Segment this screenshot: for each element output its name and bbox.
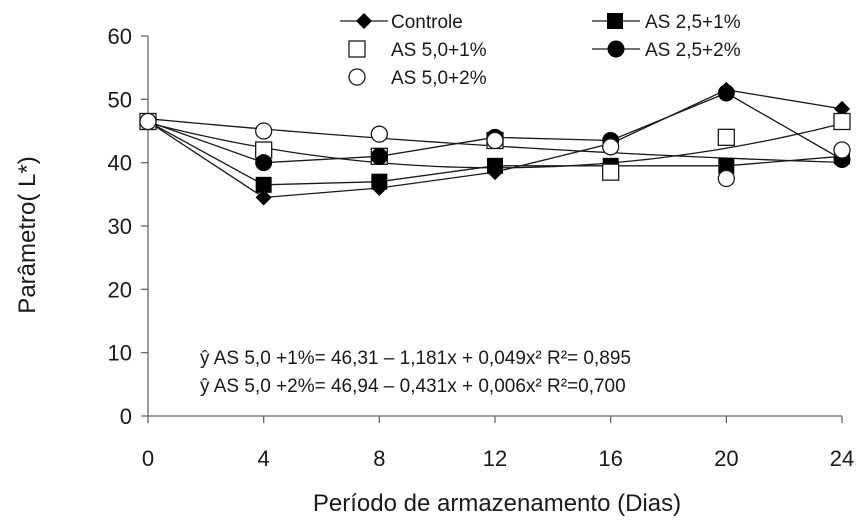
diamond-marker-icon <box>356 13 372 29</box>
data-point <box>370 125 388 143</box>
y-tick-label: 40 <box>108 151 132 176</box>
data-point <box>718 157 735 174</box>
legend-entry-as-2-5-1: AS 2,5+1% <box>592 12 741 33</box>
series-markers <box>139 81 851 206</box>
y-tick-label: 60 <box>108 24 132 49</box>
data-point <box>833 141 851 159</box>
x-tick-label: 0 <box>142 446 154 471</box>
data-point <box>255 176 272 193</box>
y-axis-ticks: 0 10 20 30 40 50 60 <box>108 24 148 429</box>
x-tick-label: 8 <box>373 446 385 471</box>
data-point <box>602 138 620 156</box>
data-point <box>487 157 503 174</box>
equation-annotation-1: ŷ AS 5,0 +1%= 46,31 – 1,181x + 0,049x² R… <box>200 348 631 369</box>
filled-square-marker-icon <box>607 13 623 29</box>
data-point <box>717 84 735 102</box>
legend-label: Controle <box>391 12 463 33</box>
data-point <box>370 147 388 165</box>
legend-label: AS 5,0+2% <box>391 68 487 89</box>
data-point <box>255 122 273 140</box>
y-tick-label: 50 <box>108 87 132 112</box>
x-axis-title: Período de armazenamento (Dias) <box>313 490 681 517</box>
x-tick-label: 24 <box>830 446 854 471</box>
data-point <box>717 169 735 188</box>
legend-label: AS 2,5+1% <box>645 12 741 33</box>
legend: Controle AS 2,5+1% AS 5,0+1% AS 2,5+2% A… <box>340 12 741 89</box>
data-point <box>139 112 157 131</box>
open-square-marker-icon <box>348 40 366 58</box>
legend-label: AS 5,0+1% <box>391 40 487 61</box>
y-tick-label: 0 <box>120 404 132 429</box>
x-tick-label: 4 <box>258 446 270 471</box>
y-tick-label: 30 <box>108 214 132 239</box>
y-tick-label: 10 <box>108 341 132 366</box>
data-point <box>486 131 504 150</box>
data-point <box>371 173 388 190</box>
x-axis-ticks: 0 4 8 12 16 20 24 <box>142 416 854 471</box>
legend-entry-controle: Controle <box>340 12 463 33</box>
data-point <box>717 128 735 146</box>
data-point <box>834 100 850 117</box>
y-axis-title: Parâmetro( L*) <box>14 156 41 313</box>
x-tick-label: 20 <box>714 446 738 471</box>
x-tick-label: 16 <box>598 446 622 471</box>
filled-circle-marker-icon <box>607 40 625 58</box>
legend-entry-as-5-0-2: AS 5,0+2% <box>348 68 487 89</box>
y-tick-label: 20 <box>108 277 132 302</box>
legend-entry-as-5-0-1: AS 5,0+1% <box>348 40 487 61</box>
x-tick-label: 12 <box>483 446 507 471</box>
data-point <box>255 189 272 206</box>
equation-annotation-2: ŷ AS 5,0 +2%= 46,94 – 0,431x + 0,006x² R… <box>200 376 626 397</box>
legend-entry-as-2-5-2: AS 2,5+2% <box>592 40 741 61</box>
data-point <box>833 112 851 131</box>
legend-label: AS 2,5+2% <box>645 40 741 61</box>
data-point <box>255 154 273 172</box>
data-point <box>602 163 620 181</box>
open-circle-marker-icon <box>348 68 366 86</box>
